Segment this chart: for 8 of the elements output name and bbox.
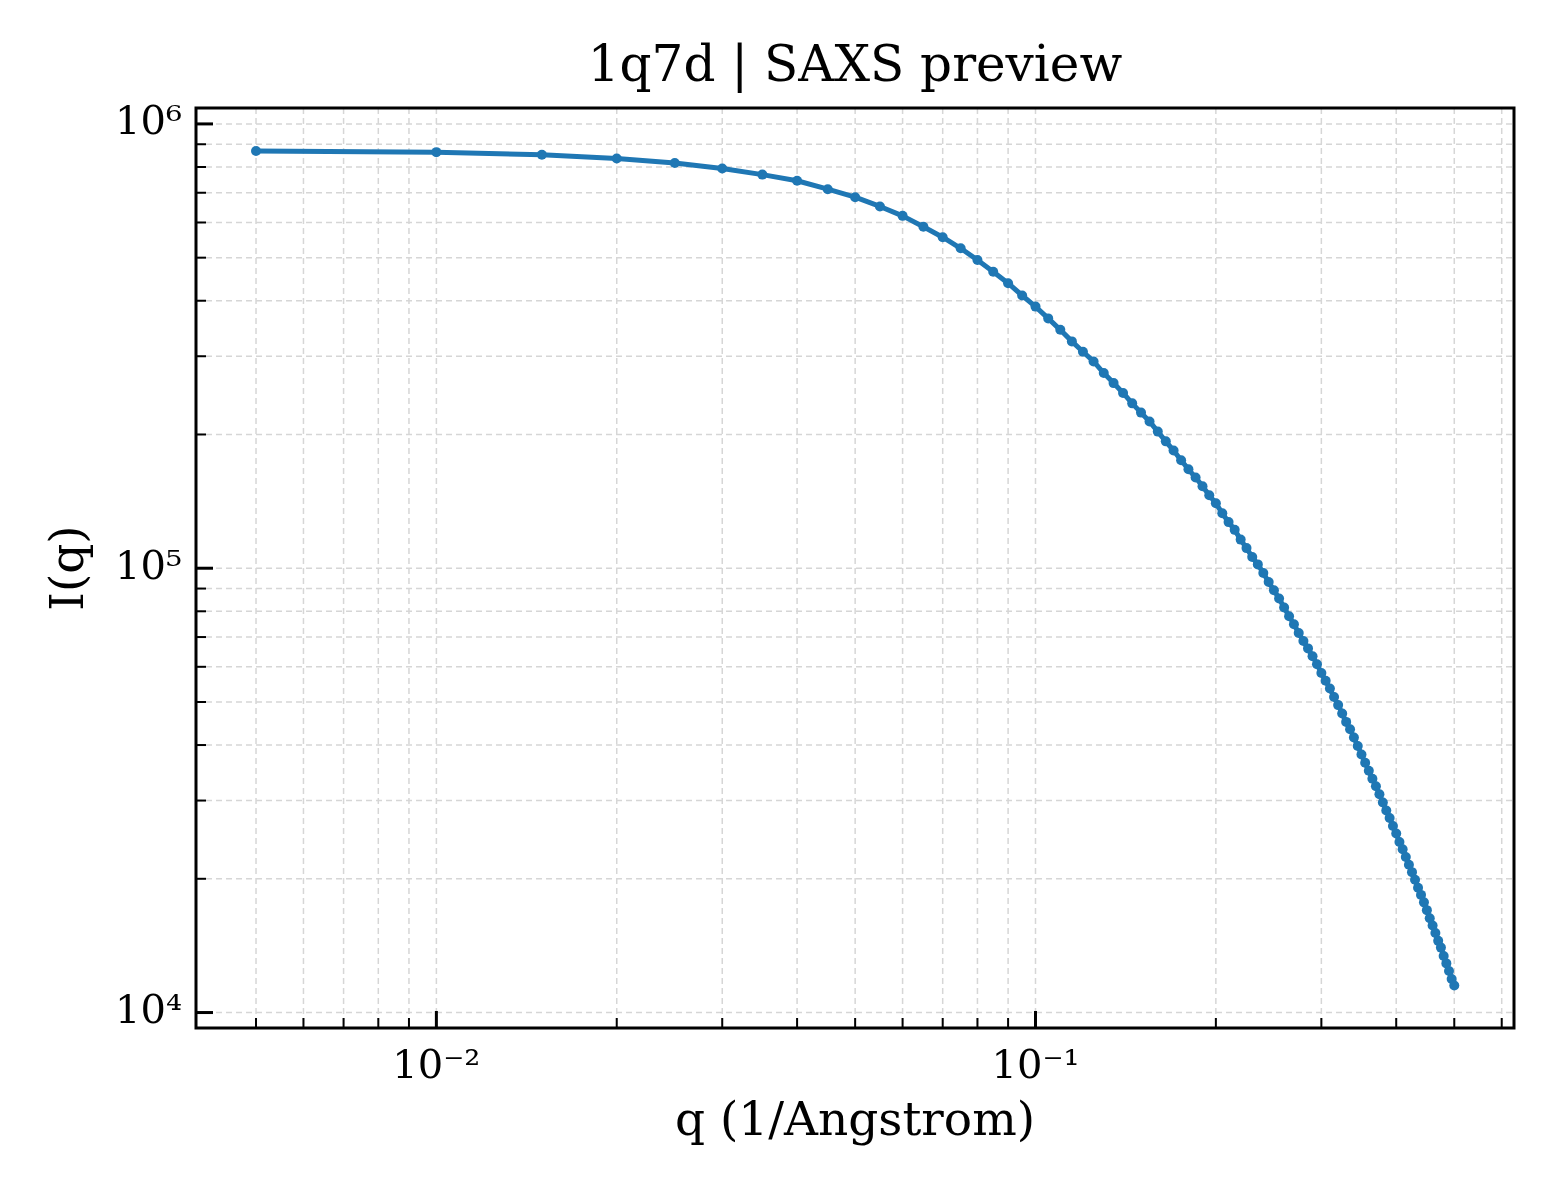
x-axis-title: q (1/Angstrom) xyxy=(674,1091,1036,1146)
y-axis-title: I(q) xyxy=(39,525,95,611)
y-tick-label: 10⁵ xyxy=(115,541,182,588)
x-tick-label: 10⁻¹ xyxy=(991,1041,1080,1088)
y-tick-label: 10⁶ xyxy=(115,97,182,144)
y-tick-label: 10⁴ xyxy=(115,985,182,1032)
x-tick-label: 10⁻² xyxy=(392,1041,481,1088)
chart-title: 1q7d | SAXS preview xyxy=(587,34,1123,93)
